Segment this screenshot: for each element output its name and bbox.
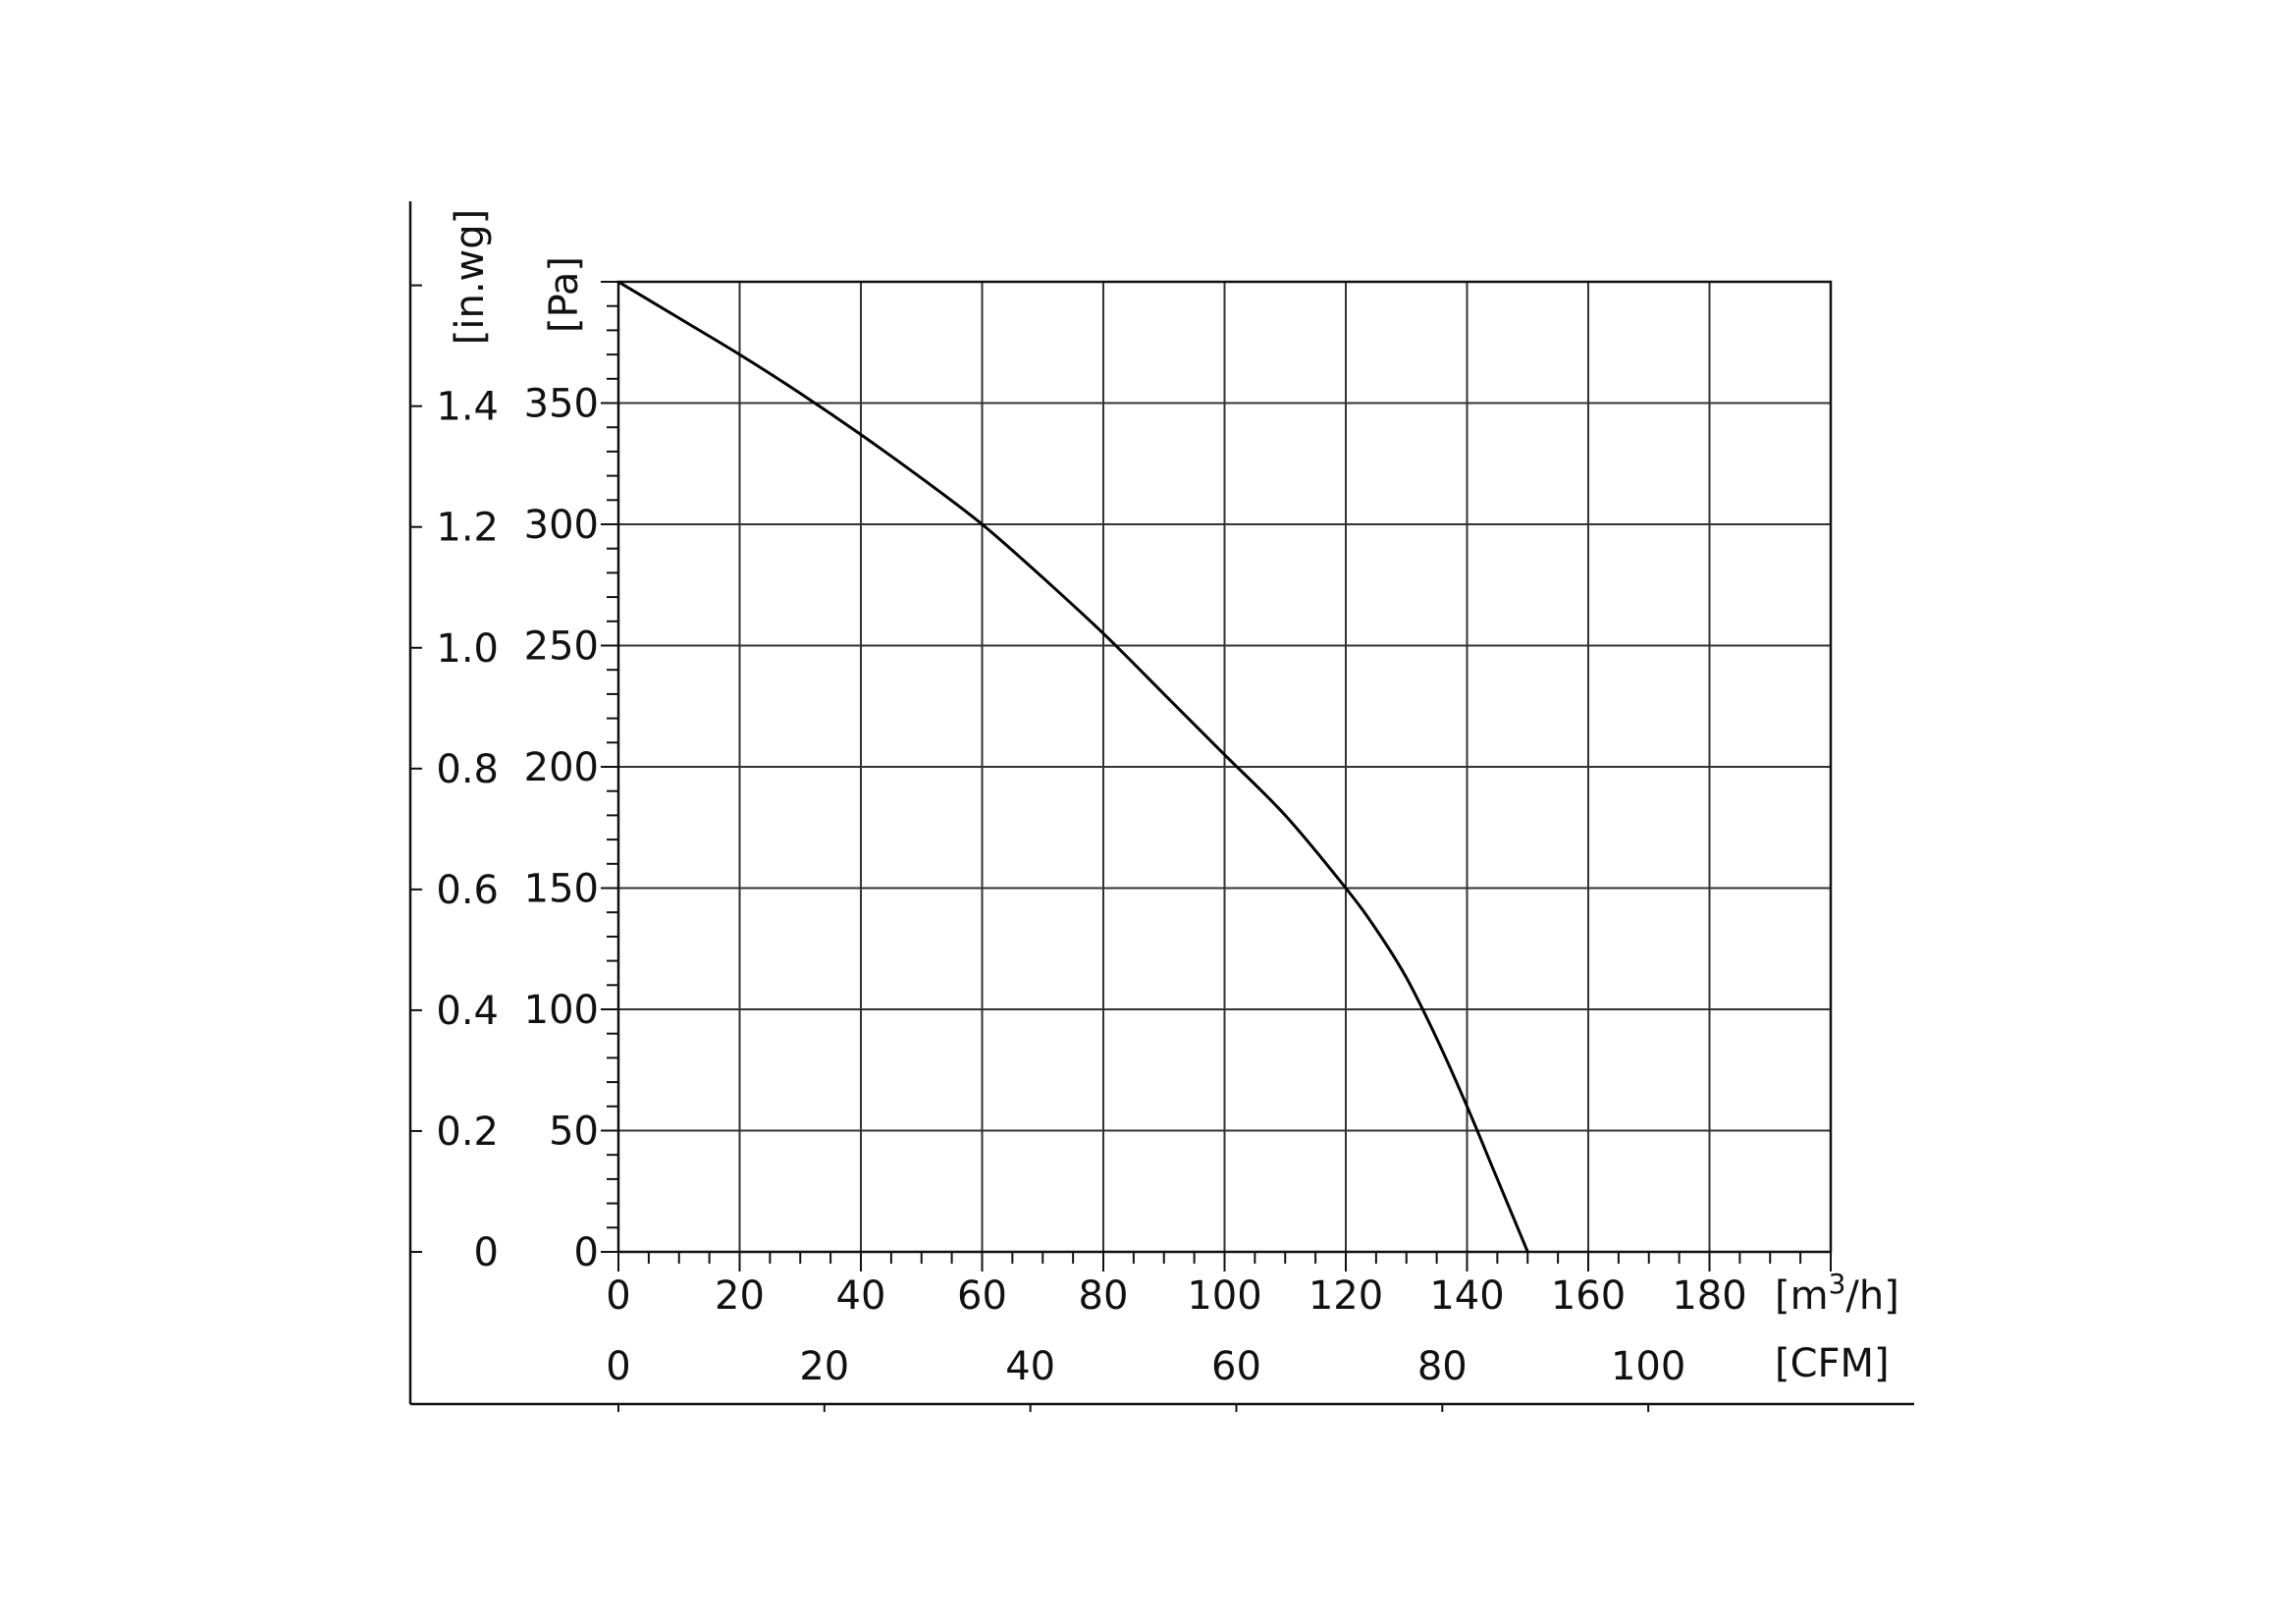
- x-primary-unit-label: [m3/h]: [1775, 1268, 1899, 1319]
- x-primary-tick-label: 160: [1551, 1273, 1626, 1319]
- y-secondary-tick-label: 1.4: [436, 385, 499, 430]
- x-primary-unit-tail: /h]: [1845, 1273, 1898, 1319]
- x-secondary-tick-label: 20: [799, 1344, 849, 1389]
- x-primary-tick-label: 180: [1672, 1273, 1746, 1319]
- y-primary-tick-label: 0: [574, 1230, 599, 1275]
- x-primary-tick-label: 80: [1079, 1273, 1129, 1319]
- y-primary-unit-label: [Pa]: [542, 256, 587, 333]
- y-primary-tick-label: 250: [524, 624, 599, 670]
- x-primary-tick-label: 100: [1187, 1273, 1261, 1319]
- pressure-flow-curve: [617, 280, 1529, 1253]
- y-secondary-tick-label: 0.6: [436, 868, 499, 913]
- y-primary-tick-label: 300: [524, 503, 599, 548]
- x-secondary-tick-label: 0: [606, 1344, 630, 1389]
- x-primary-tick-label: 20: [715, 1273, 765, 1319]
- x-primary-tick-label: 40: [836, 1273, 886, 1319]
- y-secondary-tick-label: 0: [474, 1230, 499, 1275]
- y-secondary-tick-label: 0.2: [436, 1109, 499, 1155]
- x-primary-tick-label: 120: [1308, 1273, 1383, 1319]
- y-secondary-tick-label: 1.0: [436, 626, 499, 672]
- y-primary-tick-label: 150: [524, 867, 599, 912]
- axis-ticks: [410, 281, 1832, 1412]
- x-primary-unit-base: [m: [1775, 1273, 1829, 1319]
- y-primary-tick-label: 200: [524, 745, 599, 790]
- tick-labels: 05010015020025030035000.20.40.60.81.01.2…: [436, 382, 1746, 1390]
- y-secondary-tick-label: 0.4: [436, 989, 499, 1034]
- y-secondary-unit-label: [in.wg]: [448, 209, 493, 346]
- x-secondary-tick-label: 100: [1611, 1344, 1685, 1389]
- y-primary-tick-label: 350: [524, 382, 599, 427]
- x-secondary-tick-label: 60: [1211, 1344, 1261, 1389]
- x-primary-tick-label: 140: [1429, 1273, 1504, 1319]
- x-primary-tick-label: 60: [957, 1273, 1007, 1319]
- y-primary-tick-label: 50: [549, 1109, 599, 1155]
- x-secondary-tick-label: 80: [1417, 1344, 1468, 1389]
- y-secondary-tick-label: 1.2: [436, 506, 499, 551]
- x-secondary-unit-label: [CFM]: [1775, 1341, 1890, 1386]
- x-secondary-tick-label: 40: [1005, 1344, 1055, 1389]
- x-primary-tick-label: 0: [606, 1273, 630, 1319]
- grid: [618, 282, 1831, 1252]
- x-primary-unit-sup: 3: [1829, 1268, 1846, 1300]
- y-secondary-tick-label: 0.8: [436, 747, 499, 792]
- y-primary-tick-label: 100: [524, 988, 599, 1033]
